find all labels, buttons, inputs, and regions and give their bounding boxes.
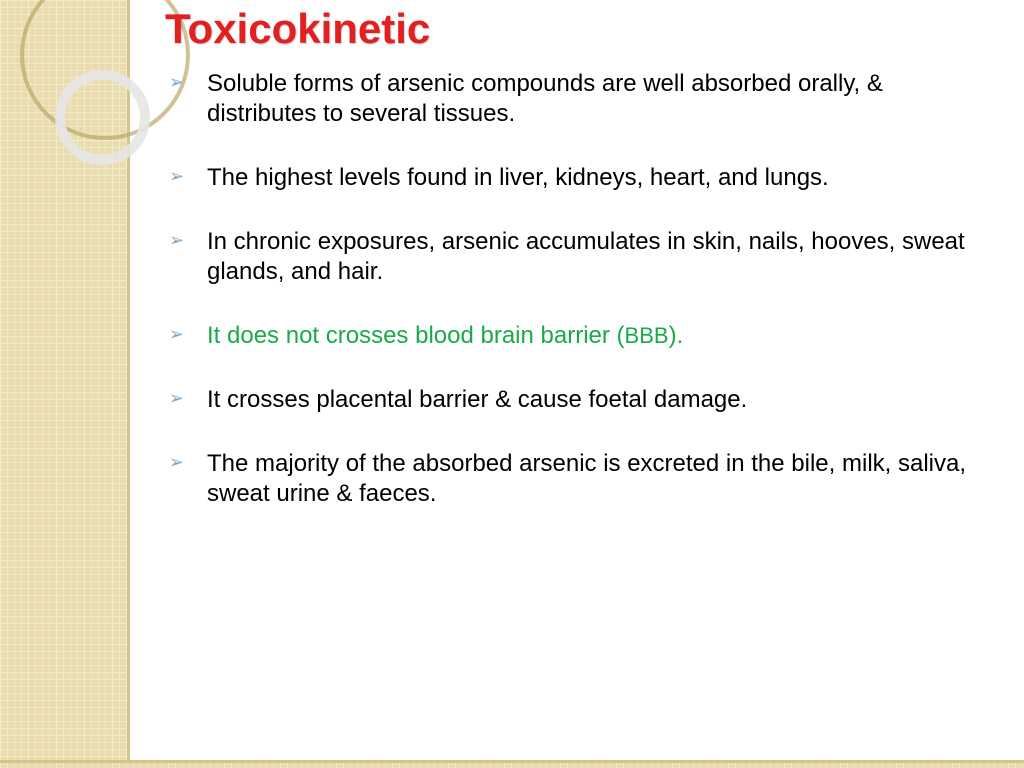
bottom-grid-strip <box>0 760 1024 768</box>
bullet-item: Soluble forms of arsenic compounds are w… <box>195 69 995 129</box>
slide-title: Toxicokinetic <box>165 5 995 53</box>
bullet-item-highlight: It does not crosses blood brain barrier … <box>195 321 995 351</box>
bullet-item: It crosses placental barrier & cause foe… <box>195 385 995 415</box>
bullet-text: It does not crosses blood brain barrier … <box>207 322 625 349</box>
bullet-text: ). <box>669 322 684 349</box>
bullet-item: The highest levels found in liver, kidne… <box>195 163 995 193</box>
bullet-abbr: BBB <box>625 323 669 348</box>
bullet-list: Soluble forms of arsenic compounds are w… <box>165 69 995 509</box>
bullet-item: The majority of the absorbed arsenic is … <box>195 449 995 509</box>
decorative-ring-inner <box>55 70 150 165</box>
slide-content: Toxicokinetic Soluble forms of arsenic c… <box>165 0 995 543</box>
bullet-item: In chronic exposures, arsenic accumulate… <box>195 227 995 287</box>
